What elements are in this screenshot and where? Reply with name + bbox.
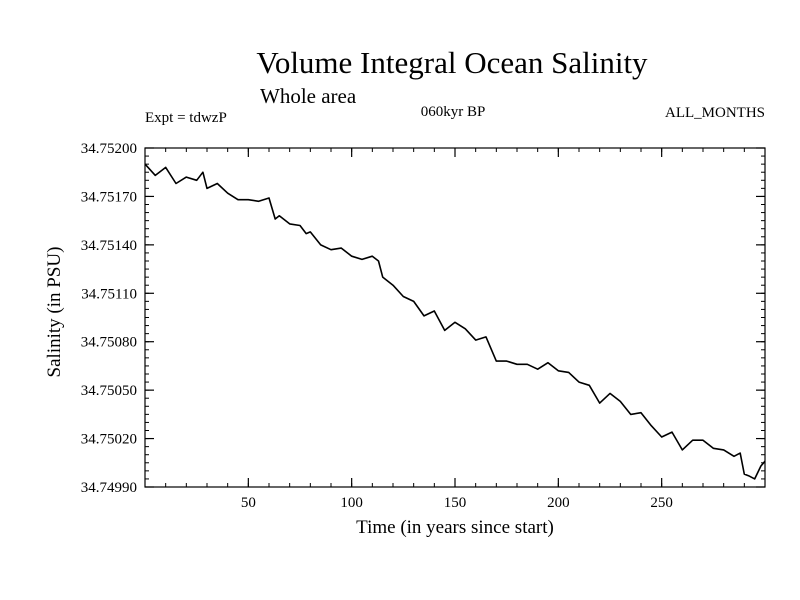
y-tick-label: 34.75170 <box>81 189 137 205</box>
chart-subtitle: Whole area <box>260 84 357 108</box>
chart-title: Volume Integral Ocean Salinity <box>256 45 648 80</box>
x-tick-label: 150 <box>444 495 467 511</box>
major-ticks <box>145 147 765 488</box>
salinity-series-line <box>144 163 766 480</box>
x-tick-label: 100 <box>340 495 363 511</box>
y-tick-label: 34.74990 <box>81 480 137 496</box>
x-tick-label: 50 <box>241 495 256 511</box>
x-axis-label: Time (in years since start) <box>356 517 554 538</box>
x-tick-label: 200 <box>547 495 570 511</box>
y-tick-label: 34.75140 <box>81 238 137 254</box>
period-annotation: 060kyr BP <box>421 104 486 120</box>
plot-frame <box>144 147 766 488</box>
y-axis-label: Salinity (in PSU) <box>44 247 65 378</box>
tick-labels: 50 100 150 200 250 34.74990 34.75020 34.75050 34… <box>81 141 673 511</box>
x-tick-label: 250 <box>650 495 673 511</box>
y-tick-label: 34.75200 <box>81 141 137 157</box>
y-tick-label: 34.75020 <box>81 432 137 448</box>
y-tick-label: 34.75080 <box>81 335 137 351</box>
y-tick-label: 34.75050 <box>81 383 137 399</box>
y-tick-label: 34.75110 <box>81 286 137 302</box>
experiment-annotation: Expt = tdwzP <box>145 110 227 126</box>
months-annotation: ALL_MONTHS <box>665 105 765 121</box>
